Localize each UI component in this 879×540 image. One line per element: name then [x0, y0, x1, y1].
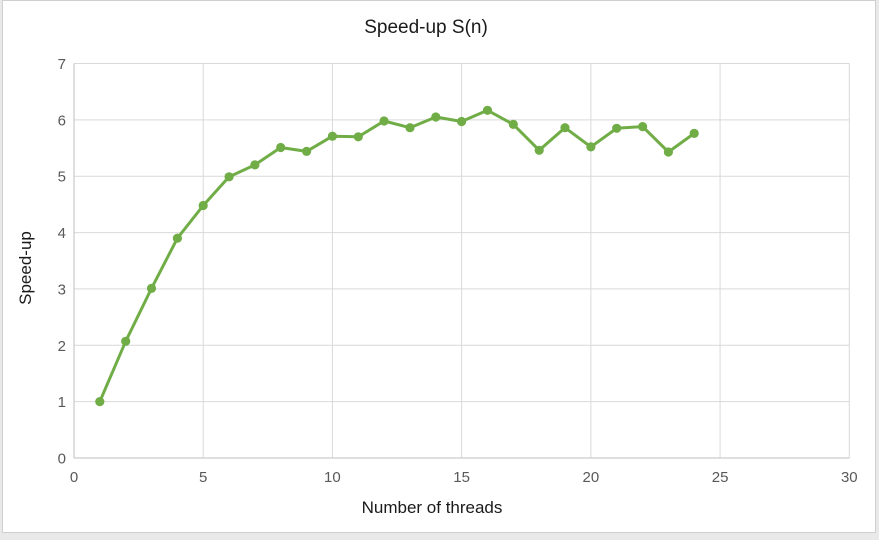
- x-tick-label: 25: [712, 469, 729, 486]
- data-point: [224, 172, 234, 182]
- data-point: [534, 145, 544, 155]
- y-tick-label: 7: [58, 56, 66, 73]
- y-tick-label: 2: [58, 338, 66, 355]
- data-point: [508, 119, 518, 129]
- x-tick-label: 15: [453, 469, 470, 486]
- data-point: [689, 128, 699, 138]
- x-tick-label: 20: [583, 469, 600, 486]
- data-point: [250, 160, 260, 170]
- y-tick-label: 4: [58, 225, 66, 242]
- data-point: [379, 116, 389, 126]
- x-tick-label: 10: [324, 469, 341, 486]
- y-tick-label: 3: [58, 281, 66, 298]
- data-point: [482, 105, 493, 115]
- data-point: [327, 131, 337, 141]
- data-point: [638, 122, 648, 132]
- data-point: [172, 233, 182, 243]
- x-axis-title: Number of threads: [361, 498, 503, 517]
- series-line: [98, 108, 696, 404]
- data-point: [560, 123, 570, 133]
- data-point: [431, 112, 441, 122]
- x-tick-label: 5: [199, 469, 207, 486]
- chart-title: Speed-up S(n): [364, 17, 488, 38]
- x-tick-label: 0: [70, 469, 78, 486]
- y-axis-title: Speed-up: [16, 231, 35, 305]
- y-tick-label: 1: [58, 394, 66, 411]
- y-tick-label: 6: [58, 112, 66, 129]
- data-point: [276, 142, 286, 153]
- data-point: [302, 146, 312, 156]
- y-tick-label: 0: [58, 451, 66, 468]
- data-point: [353, 132, 363, 142]
- data-point: [663, 147, 674, 157]
- data-point: [405, 123, 415, 133]
- data-point: [586, 142, 596, 152]
- data-point: [95, 397, 105, 407]
- data-point: [198, 200, 208, 211]
- x-tick-label: 30: [841, 469, 858, 486]
- data-point: [612, 123, 622, 133]
- y-tick-label: 5: [58, 169, 66, 186]
- data-point: [146, 283, 157, 293]
- data-point: [457, 116, 467, 127]
- data-point: [121, 336, 131, 346]
